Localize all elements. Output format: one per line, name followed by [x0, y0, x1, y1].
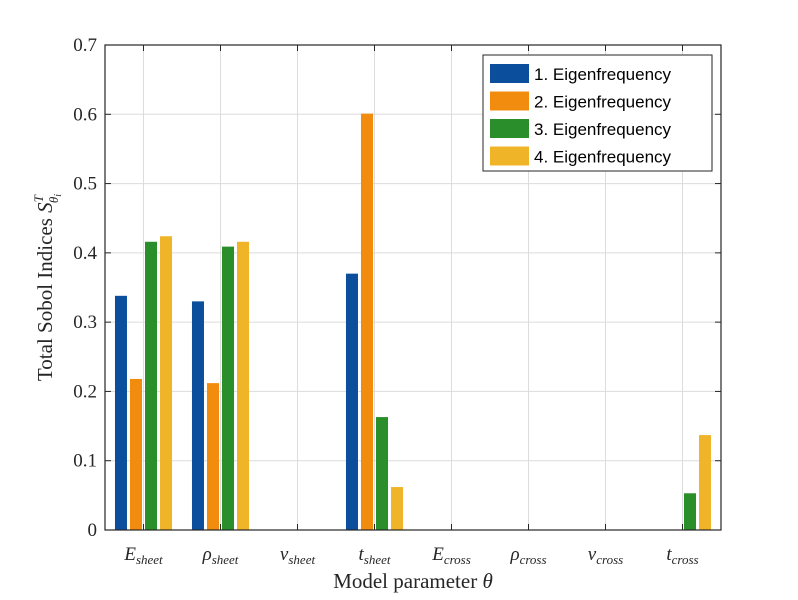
bar: [145, 241, 158, 530]
y-tick-label: 0.3: [73, 312, 97, 333]
bar: [114, 295, 127, 530]
legend-swatch: [490, 91, 529, 111]
bar: [206, 383, 219, 530]
bar: [237, 241, 250, 530]
y-tick-label: 0.4: [73, 243, 97, 264]
legend-label: 1. Eigenfrequency: [534, 65, 672, 84]
legend-swatch: [490, 146, 529, 166]
legend: 1. Eigenfrequency 2. Eigenfrequency 3. Eig…: [482, 54, 713, 172]
x-axis-label: Model parameter θ: [333, 569, 493, 593]
y-axis-label-text: Total Sobol Indices STθi: [31, 194, 64, 381]
legend-swatch: [490, 64, 529, 83]
x-tick-label: νcross: [588, 544, 623, 567]
y-tick-label: 0.6: [73, 104, 97, 125]
x-tick-label: ρsheet: [202, 544, 239, 567]
x-tick-label: ρcross: [509, 544, 546, 567]
y-tick-label: 0.5: [73, 174, 97, 195]
legend-swatch: [490, 119, 529, 138]
bar: [222, 246, 235, 530]
bar: [391, 487, 404, 530]
x-tick-labels: Esheet ρsheet νsheet tsheet Ecross ρcross νcro…: [123, 544, 698, 567]
legend-label: 3. Eigenfrequency: [534, 120, 672, 139]
bar: [699, 435, 712, 530]
bar: [191, 301, 204, 530]
bar: [160, 236, 173, 530]
legend-label: 2. Eigenfrequency: [534, 93, 672, 112]
y-tick-label: 0.7: [73, 35, 97, 56]
y-axis-label: Total Sobol Indices STθi: [31, 194, 64, 381]
bar: [360, 113, 373, 530]
bar: [684, 493, 697, 530]
axis-ticks: [105, 44, 721, 531]
y-tick-label: 0: [88, 520, 98, 541]
plot-frame: [104, 44, 722, 531]
bar: [129, 378, 142, 530]
y-tick-label: 0.2: [73, 381, 97, 402]
x-tick-label: νsheet: [280, 544, 316, 567]
y-tick-label: 0.1: [73, 451, 97, 472]
x-tick-label: tsheet: [359, 544, 391, 567]
x-tick-label: Esheet: [123, 544, 163, 567]
y-tick-labels: 0 0.1 0.2 0.3 0.4 0.5 0.6 0.7: [73, 35, 97, 541]
legend-label: 4. Eigenfrequency: [534, 148, 672, 167]
bar: [376, 417, 389, 530]
x-tick-label: Ecross: [431, 544, 471, 567]
bar: [345, 273, 358, 530]
bars: [114, 113, 712, 530]
x-tick-label: tcross: [666, 544, 698, 567]
